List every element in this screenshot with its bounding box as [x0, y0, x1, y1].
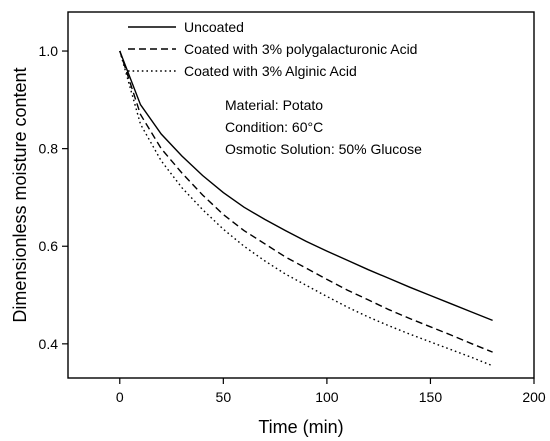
- annotations: Material: Potato Condition: 60°C Osmotic S…: [225, 97, 422, 157]
- x-tick-label: 100: [315, 389, 339, 405]
- plot-frame: [67, 11, 535, 379]
- x-tick-label: 150: [419, 389, 443, 405]
- annotation-3: Osmotic Solution: 50% Glucose: [225, 141, 422, 157]
- series-layer: [119, 50, 493, 367]
- legend-label-3: Coated with 3% Alginic Acid: [184, 63, 357, 79]
- x-tick-label: 200: [522, 389, 546, 405]
- annotation-2: Condition: 60°C: [225, 119, 323, 135]
- legend: Uncoated Coated with 3% polygalacturonic …: [128, 19, 417, 79]
- y-axis-title: Dimensionless moisture content: [10, 67, 30, 322]
- series-line-1: [119, 50, 493, 322]
- x-tick-label: 0: [116, 389, 124, 405]
- y-tick-label: 0.8: [39, 141, 59, 157]
- legend-label-1: Uncoated: [184, 19, 244, 35]
- y-tick-label: 0.6: [39, 238, 59, 254]
- plot-border: [67, 11, 535, 379]
- series-line-2: [119, 50, 493, 353]
- y-tick-label: 1.0: [39, 43, 59, 59]
- series-line-3: [119, 50, 493, 367]
- x-tick-label: 50: [216, 389, 232, 405]
- annotation-1: Material: Potato: [225, 97, 323, 113]
- legend-label-2: Coated with 3% polygalacturonic Acid: [184, 41, 417, 57]
- axis-ticks: 0 50 100 150 200 0.4 0.6 0.8 1.0: [39, 43, 546, 405]
- x-axis-title: Time (min): [258, 417, 343, 437]
- y-tick-label: 0.4: [39, 336, 59, 352]
